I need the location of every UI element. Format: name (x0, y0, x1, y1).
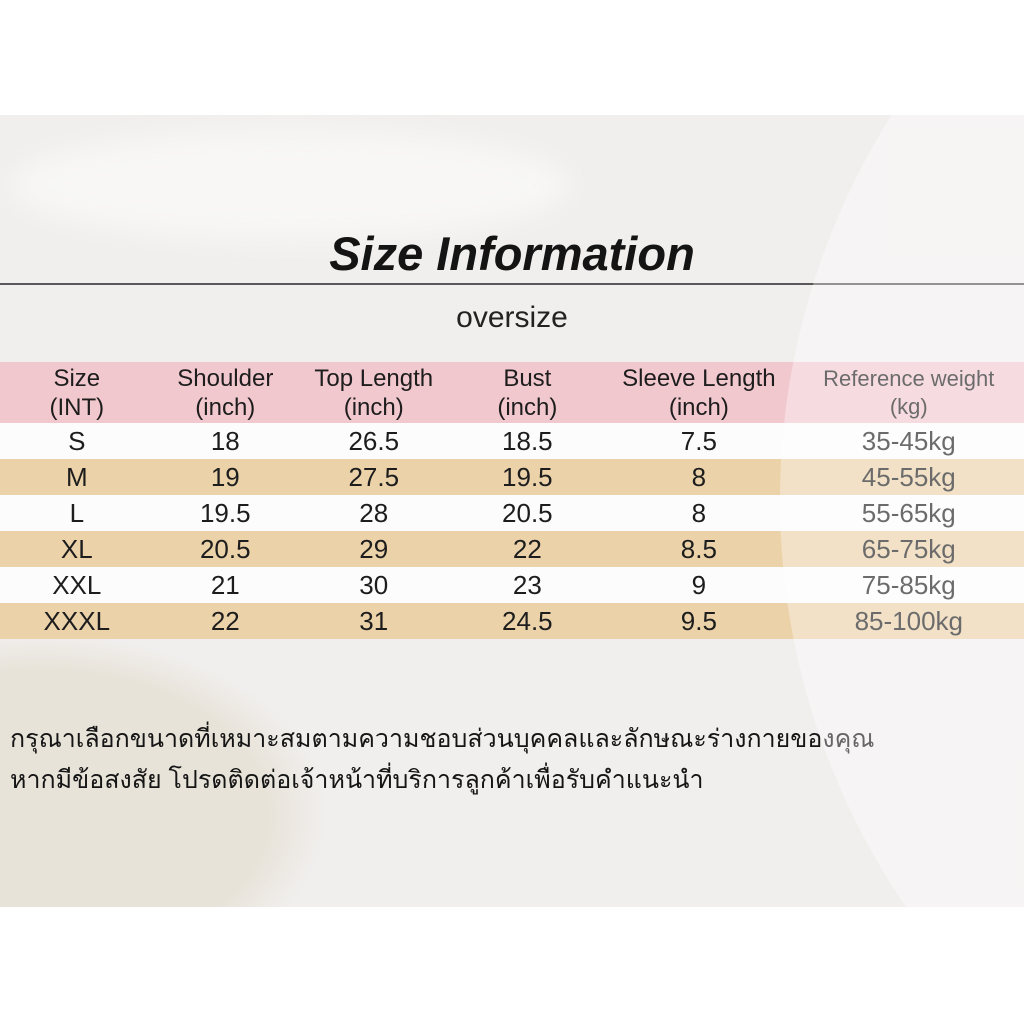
table-row-m: M 19 27.5 19.5 8 45-55kg (0, 459, 1024, 495)
cell-shoulder: 18 (153, 423, 297, 459)
size-advice-note: กรุณาเลือกขนาดที่เหมาะสมตามความชอบส่วนบุ… (0, 719, 1024, 801)
table-row-l: L 19.5 28 20.5 8 55-65kg (0, 495, 1024, 531)
column-header-size-title: Size (53, 364, 101, 392)
cell-size: XXXL (0, 603, 154, 639)
column-header-bust: Bust (inch) (450, 362, 605, 423)
table-row-xxl: XXL 21 30 23 9 75-85kg (0, 567, 1024, 603)
cell-top-length: 29 (296, 531, 451, 567)
cell-weight: 35-45kg (793, 423, 1024, 459)
decor-blob-top-left (10, 130, 570, 240)
cell-shoulder: 21 (153, 567, 297, 603)
cell-size: M (0, 459, 154, 495)
column-header-top-length-title: Top Length (314, 364, 434, 392)
subtitle-oversize: oversize (456, 301, 568, 334)
column-header-sleeve-length: Sleeve Length (inch) (604, 362, 794, 423)
cell-bust: 22 (450, 531, 605, 567)
cell-weight: 65-75kg (793, 531, 1024, 567)
column-header-sleeve-length-title: Sleeve Length (622, 364, 776, 392)
table-row-s: S 18 26.5 18.5 7.5 35-45kg (0, 423, 1024, 459)
size-chart-canvas: Size Information oversize Size (INT) Sho… (0, 115, 1024, 907)
page-title: Size Information (329, 227, 695, 280)
cell-shoulder: 22 (153, 603, 297, 639)
size-table-header: Size (INT) Shoulder (inch) Top Length (i… (0, 362, 1024, 423)
cell-shoulder: 19.5 (153, 495, 297, 531)
column-header-bust-title: Bust (503, 364, 552, 392)
cell-weight: 55-65kg (793, 495, 1024, 531)
column-header-reference-weight-unit: (kg) (889, 393, 928, 419)
cell-shoulder: 19 (153, 459, 297, 495)
cell-sleeve-length: 8 (604, 495, 794, 531)
column-header-bust-unit: (inch) (497, 393, 558, 421)
cell-size: XL (0, 531, 154, 567)
column-header-shoulder: Shoulder (inch) (153, 362, 297, 423)
cell-sleeve-length: 7.5 (604, 423, 794, 459)
table-row-xxxl: XXXL 22 31 24.5 9.5 85-100kg (0, 603, 1024, 639)
cell-bust: 18.5 (450, 423, 605, 459)
table-row-xl: XL 20.5 29 22 8.5 65-75kg (0, 531, 1024, 567)
cell-bust: 23 (450, 567, 605, 603)
cell-top-length: 31 (296, 603, 451, 639)
column-header-top-length: Top Length (inch) (296, 362, 451, 423)
note-line-2: หากมีข้อสงสัย โปรดติดต่อเจ้าหน้าที่บริกา… (10, 766, 704, 794)
cell-bust: 19.5 (450, 459, 605, 495)
note-line-1: กรุณาเลือกขนาดที่เหมาะสมตามความชอบส่วนบุ… (10, 725, 875, 753)
header-row: Size (INT) Shoulder (inch) Top Length (i… (0, 362, 1024, 423)
cell-weight: 75-85kg (793, 567, 1024, 603)
cell-top-length: 27.5 (296, 459, 451, 495)
column-header-size-unit: (INT) (49, 393, 105, 421)
column-header-shoulder-unit: (inch) (195, 393, 256, 421)
cell-shoulder: 20.5 (153, 531, 297, 567)
column-header-sleeve-length-unit: (inch) (668, 393, 729, 421)
cell-sleeve-length: 8.5 (604, 531, 794, 567)
cell-sleeve-length: 9 (604, 567, 794, 603)
cell-bust: 20.5 (450, 495, 605, 531)
column-header-shoulder-title: Shoulder (177, 364, 274, 392)
cell-size: L (0, 495, 154, 531)
column-header-size: Size (INT) (0, 362, 154, 423)
cell-top-length: 30 (296, 567, 451, 603)
column-header-reference-weight: Reference weight (kg) (793, 362, 1024, 423)
column-header-top-length-unit: (inch) (343, 393, 404, 421)
size-table-body: S 18 26.5 18.5 7.5 35-45kg M 19 27.5 19.… (0, 423, 1024, 639)
cell-sleeve-length: 9.5 (604, 603, 794, 639)
title-divider-line (0, 283, 1024, 285)
size-table: Size (INT) Shoulder (inch) Top Length (i… (0, 362, 1024, 639)
cell-top-length: 26.5 (296, 423, 451, 459)
cell-top-length: 28 (296, 495, 451, 531)
content-area: Size Information oversize Size (INT) Sho… (0, 115, 1024, 801)
cell-size: XXL (0, 567, 154, 603)
column-header-reference-weight-title: Reference weight (823, 365, 995, 391)
cell-bust: 24.5 (450, 603, 605, 639)
cell-sleeve-length: 8 (604, 459, 794, 495)
cell-size: S (0, 423, 154, 459)
cell-weight: 45-55kg (793, 459, 1024, 495)
cell-weight: 85-100kg (793, 603, 1024, 639)
